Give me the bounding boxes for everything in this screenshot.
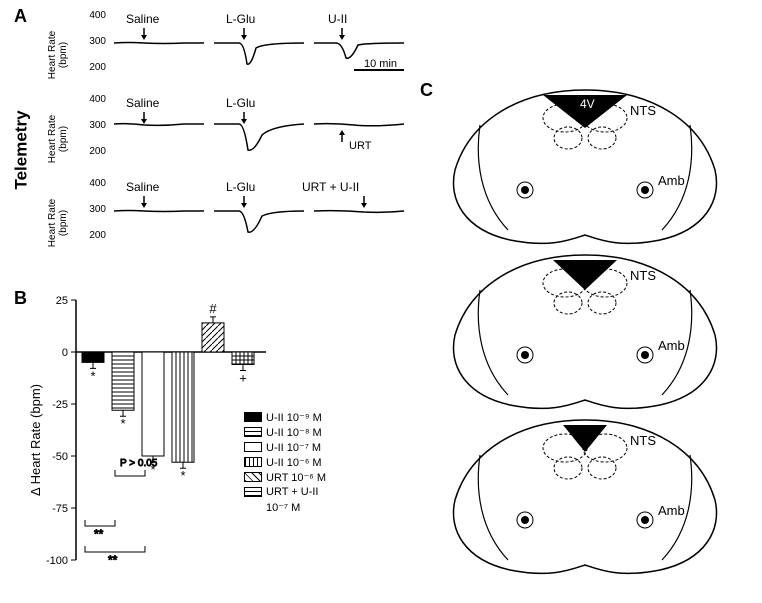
urt-label: URT <box>349 140 371 152</box>
legend-item: URT + U-II <box>244 485 326 499</box>
svg-text:**: ** <box>94 527 104 541</box>
brain-sections-svg: 4V NTS Amb NTS Amb AP NTS Amb <box>420 70 750 590</box>
ytick: 400 <box>76 178 106 189</box>
svg-text:0: 0 <box>62 347 68 359</box>
svg-text:NTS: NTS <box>630 433 656 448</box>
panel-a: Heart Rate(bpm) 400 300 200 Saline L-Glu… <box>14 10 414 270</box>
svg-text:+: + <box>239 370 247 385</box>
svg-text:-50: -50 <box>52 451 68 463</box>
svg-text:#: # <box>209 301 217 316</box>
legend-item: U-II 10⁻⁹ M <box>244 410 326 424</box>
y-axis-label-3: Heart Rate(bpm) <box>47 193 69 253</box>
svg-text:P > 0.05: P > 0.05 <box>120 458 158 469</box>
legend-item: U-II 10⁻⁶ M <box>244 455 326 469</box>
trace-svg-3 <box>114 184 414 244</box>
legend: U-II 10⁻⁹ M U-II 10⁻⁸ M U-II 10⁻⁷ M U-II… <box>244 410 326 515</box>
bar-chart-svg: 250-25-50-75-100****#+ P > 0.05 ** ** Δ … <box>14 290 394 590</box>
legend-item: U-II 10⁻⁸ M <box>244 425 326 439</box>
panel-b: 250-25-50-75-100****#+ P > 0.05 ** ** Δ … <box>14 290 394 590</box>
ytick: 300 <box>76 204 106 215</box>
ytick: 400 <box>76 10 106 21</box>
y-axis-label-1: Heart Rate(bpm) <box>47 25 69 85</box>
trace-row-1: Heart Rate(bpm) 400 300 200 Saline L-Glu… <box>74 16 414 94</box>
trace-row-2: Heart Rate(bpm) 400 300 200 Saline L-Glu… <box>74 100 414 178</box>
svg-text:25: 25 <box>56 295 68 307</box>
svg-text:-75: -75 <box>52 503 68 515</box>
svg-text:*: * <box>180 468 185 483</box>
svg-text:4V: 4V <box>580 97 595 111</box>
svg-text:Amb: Amb <box>658 503 685 518</box>
svg-text:Amb: Amb <box>658 173 685 188</box>
svg-text:Amb: Amb <box>658 338 685 353</box>
svg-text:-100: -100 <box>46 555 68 567</box>
svg-text:Δ Heart Rate (bpm): Δ Heart Rate (bpm) <box>28 384 43 496</box>
svg-text:AP: AP <box>578 425 593 437</box>
scalebar-label: 10 min <box>364 58 397 70</box>
panel-c: 4V NTS Amb NTS Amb AP NTS Amb <box>420 70 750 590</box>
legend-item: URT 10⁻⁶ M <box>244 470 326 484</box>
svg-text:*: * <box>90 368 95 383</box>
trace-row-3: Heart Rate(bpm) 400 300 200 Saline L-Glu… <box>74 184 414 262</box>
legend-item: 10⁻⁷ M <box>244 500 326 514</box>
ytick: 300 <box>76 120 106 131</box>
svg-text:-25: -25 <box>52 399 68 411</box>
svg-text:*: * <box>120 416 125 431</box>
svg-text:NTS: NTS <box>630 103 656 118</box>
ytick: 200 <box>76 62 106 73</box>
ytick: 300 <box>76 36 106 47</box>
ytick: 400 <box>76 94 106 105</box>
legend-item: U-II 10⁻⁷ M <box>244 440 326 454</box>
ytick: 200 <box>76 230 106 241</box>
y-axis-label-2: Heart Rate(bpm) <box>47 109 69 169</box>
svg-text:**: ** <box>108 553 118 567</box>
ytick: 200 <box>76 146 106 157</box>
svg-text:NTS: NTS <box>630 268 656 283</box>
